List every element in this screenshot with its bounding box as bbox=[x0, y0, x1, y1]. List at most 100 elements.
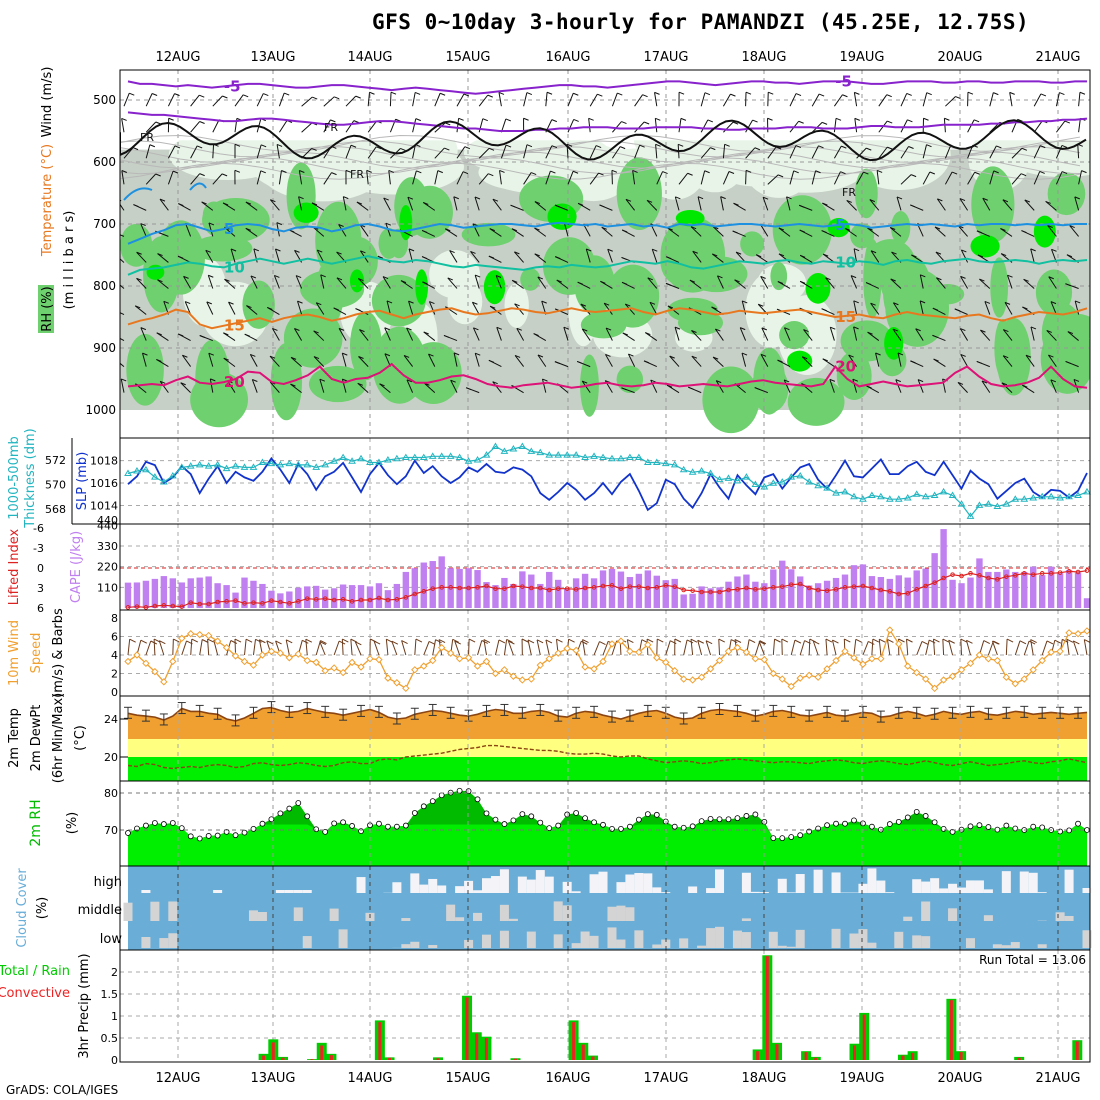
lifted-index-marker bbox=[439, 585, 444, 590]
wind-barb bbox=[667, 227, 673, 231]
wind-barb bbox=[159, 198, 166, 202]
wind-barb bbox=[718, 638, 725, 643]
wind-speed-marker bbox=[420, 662, 428, 670]
wind-barb bbox=[121, 378, 127, 382]
lifted-index-marker bbox=[1004, 574, 1009, 579]
lifted-index-marker bbox=[896, 591, 902, 597]
rh-marker bbox=[967, 823, 974, 830]
wind-barb bbox=[898, 638, 905, 643]
rh-marker bbox=[635, 816, 642, 823]
wind-barb bbox=[852, 378, 859, 382]
wind-barb bbox=[959, 198, 969, 211]
rh-marker bbox=[779, 835, 786, 842]
wind-barb bbox=[356, 201, 369, 211]
wind-barb bbox=[285, 639, 293, 644]
wind-barb bbox=[1048, 276, 1057, 289]
rh-marker bbox=[627, 823, 633, 830]
wind-barb bbox=[728, 171, 735, 174]
wind-barb bbox=[621, 281, 628, 285]
wind-barb bbox=[833, 171, 841, 185]
cloud-bar-high bbox=[1037, 892, 1047, 893]
lifted-index-marker bbox=[726, 587, 731, 593]
wind-barb bbox=[385, 639, 389, 656]
wind-barb bbox=[320, 640, 327, 644]
rh-marker bbox=[178, 825, 185, 832]
wind-barb bbox=[156, 332, 162, 336]
cape-bar bbox=[205, 576, 212, 608]
wind-barb bbox=[359, 224, 369, 237]
wind-barb bbox=[687, 172, 693, 176]
cloud-bar-high bbox=[974, 880, 984, 893]
rh-marker bbox=[277, 810, 284, 817]
thickness-marker bbox=[285, 459, 294, 467]
cape-bar bbox=[1030, 566, 1037, 608]
wind-barb bbox=[1073, 378, 1080, 382]
wind-barb bbox=[910, 204, 916, 208]
date-label-bottom: 12AUG bbox=[155, 1071, 200, 1086]
precip-convective-bar bbox=[804, 1052, 808, 1060]
wind-barb bbox=[212, 119, 220, 133]
wind-barb bbox=[541, 300, 547, 304]
rh-fill-green bbox=[616, 157, 662, 231]
wind-speed-marker bbox=[509, 672, 518, 680]
rh-marker bbox=[376, 820, 382, 827]
wind-barb bbox=[514, 251, 520, 255]
lifted-index-marker bbox=[394, 597, 400, 602]
wind-barb bbox=[611, 169, 618, 173]
wind-barb bbox=[802, 356, 808, 360]
cloud-bar-low bbox=[410, 941, 420, 948]
wind-barb bbox=[550, 170, 556, 174]
thickness-marker bbox=[312, 463, 321, 470]
thickness-marker bbox=[760, 482, 769, 490]
wind-barb bbox=[980, 329, 986, 333]
thickness-marker bbox=[787, 473, 796, 480]
wind-barb bbox=[342, 196, 347, 211]
wind-barb bbox=[534, 201, 547, 211]
wind-barb bbox=[1007, 275, 1013, 289]
wind-barb bbox=[768, 91, 774, 95]
wind-barb bbox=[1050, 379, 1057, 383]
wind-barb bbox=[320, 274, 326, 278]
date-label-top: 19AUG bbox=[839, 50, 884, 65]
wind-barb bbox=[760, 224, 769, 237]
y-tick-pressure: 500 bbox=[93, 93, 116, 107]
wind-speed-marker bbox=[357, 663, 365, 671]
lifted-index-marker bbox=[887, 589, 893, 594]
wind-speed-marker bbox=[1029, 666, 1037, 674]
wind-barb bbox=[960, 275, 966, 279]
rh-marker bbox=[187, 833, 194, 840]
lifted-index-marker bbox=[367, 597, 373, 603]
lifted-index-marker bbox=[1030, 572, 1036, 577]
cape-bar bbox=[339, 584, 347, 608]
lifted-index-marker bbox=[753, 587, 758, 592]
rh-marker bbox=[1039, 824, 1046, 831]
rh-fill-green bbox=[740, 231, 765, 257]
wind-speed-marker bbox=[204, 631, 213, 640]
cloud-bar-high bbox=[562, 881, 572, 893]
wind-barb bbox=[758, 640, 766, 645]
wind-barb bbox=[717, 275, 724, 289]
wind-barb bbox=[437, 170, 443, 174]
lifted-index-marker bbox=[385, 597, 391, 603]
thickness-marker bbox=[823, 484, 831, 491]
wind-barb bbox=[1017, 118, 1023, 122]
wind-barb bbox=[945, 96, 956, 107]
wind-barb bbox=[822, 253, 835, 263]
cape-bar bbox=[985, 571, 992, 608]
wind-barb bbox=[853, 248, 858, 263]
wind-barb bbox=[700, 170, 706, 185]
wind-barb bbox=[269, 355, 276, 359]
rh-fill-green bbox=[996, 317, 1031, 396]
wind-barb bbox=[910, 360, 916, 364]
wind-barb bbox=[388, 169, 394, 173]
wind-barb bbox=[821, 121, 828, 125]
rh-fill-bright bbox=[786, 350, 813, 372]
wind-barb bbox=[537, 354, 544, 358]
wind-barb bbox=[153, 639, 156, 656]
wind-barb bbox=[611, 92, 618, 107]
rh-marker bbox=[886, 821, 893, 827]
wind-barb bbox=[789, 145, 797, 159]
wind-barb bbox=[944, 145, 952, 159]
rh-fill-green bbox=[378, 228, 400, 259]
wind-barb bbox=[878, 146, 888, 159]
